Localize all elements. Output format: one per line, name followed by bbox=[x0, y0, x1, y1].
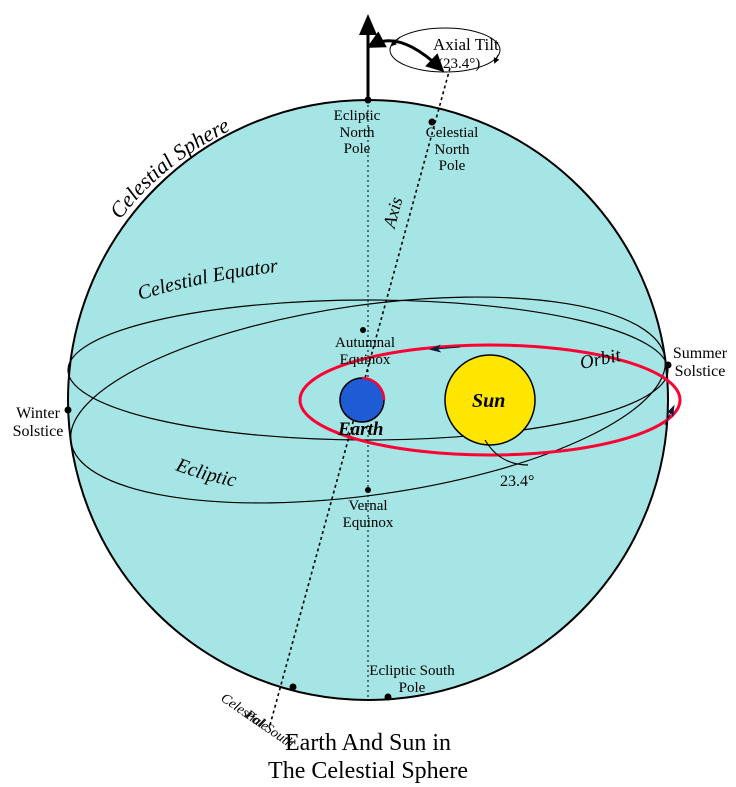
tilt-arc-top bbox=[372, 41, 440, 68]
angle-bottom-label: 23.4° bbox=[500, 473, 534, 491]
celestial-south-pole-dot bbox=[290, 684, 297, 691]
title-line1: Earth And Sun in bbox=[0, 730, 736, 757]
winter-solstice-label: WinterSolstice bbox=[3, 405, 73, 440]
vernal-equinox-label: VernalEquinox bbox=[328, 498, 408, 531]
axial-tilt-value: (23.4°) bbox=[438, 56, 480, 73]
ecliptic-north-pole-label: EclipticNorthPole bbox=[322, 108, 392, 158]
summer-solstice-label: SummerSolstice bbox=[660, 345, 736, 380]
autumnal-equinox-dot bbox=[360, 327, 366, 333]
celestial-north-pole-label: CelestialNorthPole bbox=[413, 125, 491, 175]
sun-label: Sun bbox=[472, 390, 505, 412]
earth-label: Earth bbox=[338, 420, 383, 441]
ecliptic-south-pole-label: Ecliptic SouthPole bbox=[352, 663, 472, 696]
autumnal-equinox-label: AutumnalEquinox bbox=[320, 335, 410, 368]
vernal-equinox-dot bbox=[365, 487, 371, 493]
axial-tilt-label: Axial Tilt bbox=[433, 36, 499, 55]
ecliptic-north-pole-dot bbox=[365, 97, 372, 104]
title-line2: The Celestial Sphere bbox=[0, 758, 736, 785]
